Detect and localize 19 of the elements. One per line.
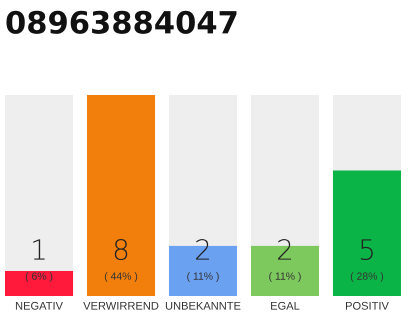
annotation: ( 44% ) [104, 272, 138, 282]
bar [332, 95, 401, 170]
x-tick-label: UNBEKANNTE [166, 302, 240, 310]
data-label: 5 [360, 239, 373, 260]
annotation: ( 11% ) [269, 272, 301, 282]
bar [5, 270, 74, 296]
data-label: 8 [114, 239, 128, 260]
annotation: ( 11% ) [187, 272, 219, 282]
x-tick-label: NEGATIV [16, 302, 63, 310]
x-tick-label: EGAL [271, 302, 300, 310]
chart-title: 08963884047 [6, 10, 236, 34]
annotation: ( 6% ) [26, 272, 52, 282]
bar [86, 95, 156, 296]
bar [332, 170, 401, 296]
x-tick-label: VERWIRREND [83, 302, 158, 310]
data-label: 1 [33, 239, 45, 260]
x-tick-label: POSITIV [346, 302, 389, 310]
annotation: ( 28% ) [350, 272, 384, 282]
bar [5, 95, 74, 271]
